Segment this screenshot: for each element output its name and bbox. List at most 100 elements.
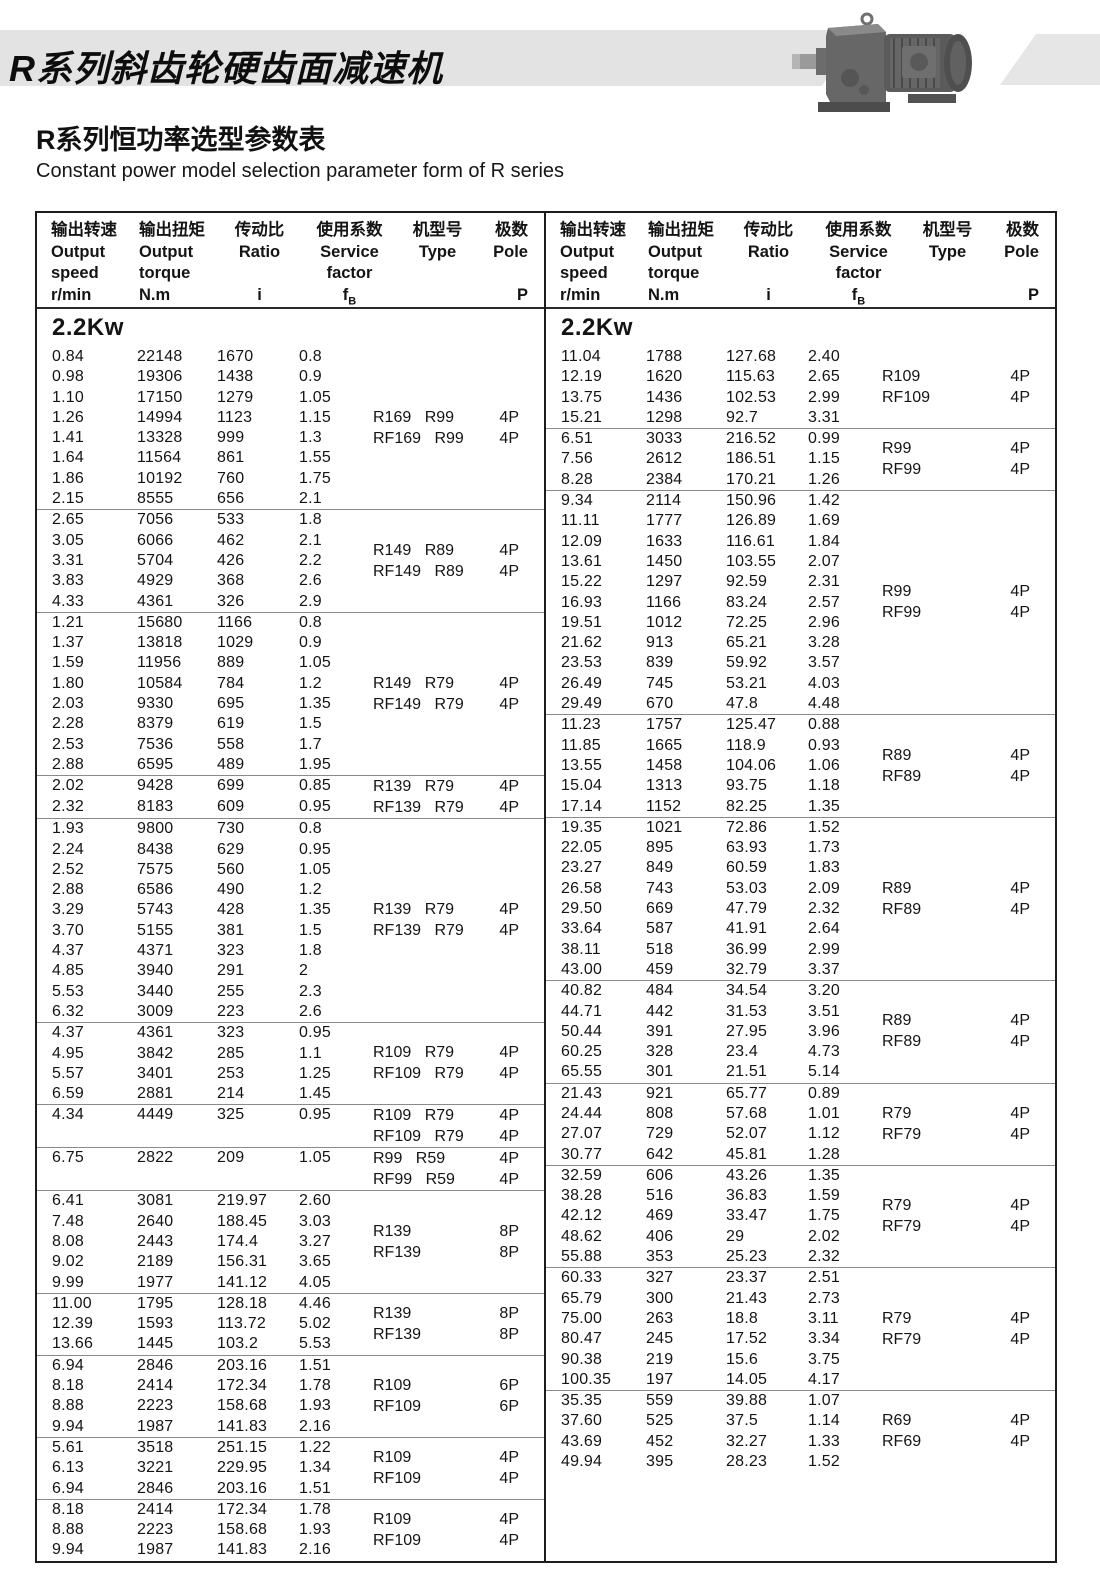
- table-row: 1.37 13818 1029 0.9: [37, 633, 367, 653]
- block-data-rows: 60.33 327 23.37 2.51 65.79 300 21.43 2.73 75.00 2…: [546, 1268, 876, 1390]
- type-line: R99 4P: [876, 582, 1055, 603]
- output-torque-cell: 219: [646, 1350, 674, 1368]
- output-torque-cell: 670: [646, 695, 674, 713]
- service-factor-cell: 2.9: [299, 592, 322, 610]
- ratio-cell: 53.03: [726, 879, 768, 897]
- ratio-cell: 141.12: [217, 1273, 268, 1291]
- pole-value-label: 6P: [499, 1376, 519, 1394]
- service-factor-cell: 2.73: [808, 1289, 840, 1307]
- type-line: R139 8P: [367, 1221, 544, 1242]
- type-line: RF139 R79 4P: [367, 921, 544, 942]
- type-model-label: R89: [882, 879, 912, 897]
- pole-value-label: 4P: [1010, 1125, 1030, 1143]
- type-model-label: RF169 R99: [373, 429, 464, 447]
- ratio-cell: 172.34: [217, 1500, 268, 1518]
- type-model-label: R79: [882, 1104, 912, 1122]
- ratio-cell: 63.93: [726, 839, 768, 857]
- pole-value-label: 4P: [499, 562, 519, 580]
- service-factor-cell: 3.37: [808, 960, 840, 978]
- block-type-column: R109 R79 4P RF109 R79 4P: [367, 1105, 544, 1147]
- pole-value-label: 4P: [499, 777, 519, 795]
- table-row: 21.62 913 65.21 3.28: [546, 633, 876, 653]
- type-line: RF169 R99 4P: [367, 428, 544, 449]
- table-row: 8.88 2223 158.68 1.93: [37, 1396, 367, 1416]
- type-line: R79 4P: [876, 1196, 1055, 1217]
- output-speed-cell: 8.88: [52, 1397, 84, 1415]
- output-speed-cell: 3.29: [52, 901, 84, 919]
- table-block: 2.02 9428 699 0.85 2.32 8183 609 0.95 R139 R79 4P…: [37, 775, 544, 818]
- table-row: 50.44 391 27.95 3.96: [546, 1022, 876, 1042]
- ratio-cell: 103.55: [726, 552, 777, 570]
- table-half-right: 输出转速 Output speed r/min 输出扭矩 Output torque N…: [546, 213, 1055, 1561]
- table-row: 38.28 516 36.83 1.59: [546, 1186, 876, 1206]
- ratio-cell: 326: [217, 592, 245, 610]
- output-speed-cell: 12.09: [561, 532, 603, 550]
- output-speed-cell: 60.25: [561, 1043, 603, 1061]
- output-torque-cell: 3081: [137, 1192, 174, 1210]
- output-speed-cell: 3.31: [52, 551, 84, 569]
- type-line: RF109 4P: [367, 1530, 544, 1551]
- service-factor-cell: 1.1: [299, 1044, 322, 1062]
- pole-value-label: 4P: [499, 674, 519, 692]
- ratio-cell: 999: [217, 429, 245, 447]
- block-data-rows: 2.65 7056 533 1.8 3.05 6066 462 2.1 3.31 5704 426 2…: [37, 510, 367, 611]
- output-speed-cell: 11.23: [561, 716, 601, 734]
- type-line: RF99 R59 4P: [367, 1169, 544, 1190]
- service-factor-cell: 3.20: [808, 982, 840, 1000]
- service-factor-cell: 1.06: [808, 756, 840, 774]
- service-factor-cell: 3.03: [299, 1212, 331, 1230]
- block-data-rows: 35.35 559 39.88 1.07 37.60 525 37.5 1.14 43.69 45…: [546, 1391, 876, 1472]
- column-header-output-speed: 输出转速 Output speed r/min: [51, 221, 117, 304]
- type-line: R99 R59 4P: [367, 1148, 544, 1169]
- service-factor-cell: 0.95: [299, 797, 331, 815]
- type-model-label: RF149 R79: [373, 695, 464, 713]
- output-speed-cell: 11.00: [52, 1294, 92, 1312]
- output-torque-cell: 2414: [137, 1377, 174, 1395]
- output-speed-cell: 11.85: [561, 736, 601, 754]
- type-line: RF109 R79 4P: [367, 1126, 544, 1147]
- banner-title: R系列斜齿轮硬齿面减速机: [9, 48, 443, 89]
- pole-value-label: 4P: [1010, 1104, 1030, 1122]
- output-torque-cell: 849: [646, 859, 674, 877]
- ratio-cell: 32.27: [726, 1432, 768, 1450]
- table-block: 1.21 15680 1166 0.8 1.37 13818 1029 0.9 1.59 1195…: [37, 611, 544, 775]
- ratio-cell: 229.95: [217, 1459, 268, 1477]
- type-line: RF149 R79 4P: [367, 694, 544, 715]
- table-row: 1.26 14994 1123 1.15: [37, 408, 367, 428]
- table-row: 22.05 895 63.93 1.73: [546, 838, 876, 858]
- output-torque-cell: 3401: [137, 1064, 174, 1082]
- output-torque-cell: 5155: [137, 921, 174, 939]
- service-factor-cell: 3.75: [808, 1350, 840, 1368]
- service-factor-cell: 2.40: [808, 348, 840, 365]
- pole-value-label: 4P: [1010, 461, 1030, 479]
- output-torque-cell: 3518: [137, 1438, 174, 1456]
- output-speed-cell: 11.11: [561, 512, 600, 530]
- output-speed-cell: 9.99: [52, 1273, 84, 1291]
- column-header-output-speed: 输出转速 Output speed r/min: [560, 221, 626, 304]
- type-line: R109 4P: [876, 367, 1055, 388]
- output-torque-cell: 1436: [646, 388, 683, 406]
- table-row: 55.88 353 25.23 2.32: [546, 1247, 876, 1267]
- output-torque-cell: 4361: [137, 1024, 174, 1042]
- output-speed-cell: 1.86: [52, 469, 84, 487]
- output-torque-cell: 1298: [646, 408, 683, 426]
- pole-value-label: 4P: [499, 1127, 519, 1145]
- output-torque-cell: 3440: [137, 982, 174, 1000]
- output-torque-cell: 2822: [137, 1149, 174, 1167]
- pole-value-label: 4P: [1010, 389, 1030, 407]
- table-row: 1.10 17150 1279 1.05: [37, 388, 367, 408]
- service-factor-cell: 2.1: [299, 531, 322, 549]
- output-speed-cell: 0.98: [52, 368, 84, 386]
- output-torque-cell: 19306: [137, 368, 183, 386]
- ratio-cell: 27.95: [726, 1022, 768, 1040]
- block-type-column: R139 8P RF139 8P: [367, 1294, 544, 1355]
- output-speed-cell: 4.37: [52, 1024, 84, 1042]
- pole-value-label: 4P: [1010, 440, 1030, 458]
- output-torque-cell: 1012: [646, 613, 683, 631]
- type-model-label: R139 R79: [373, 777, 455, 795]
- ratio-cell: 82.25: [726, 797, 768, 815]
- output-torque-cell: 22148: [137, 348, 183, 365]
- ratio-cell: 291: [217, 962, 245, 980]
- service-factor-cell: 1.8: [299, 942, 322, 960]
- type-line: RF139 R79 4P: [367, 797, 544, 818]
